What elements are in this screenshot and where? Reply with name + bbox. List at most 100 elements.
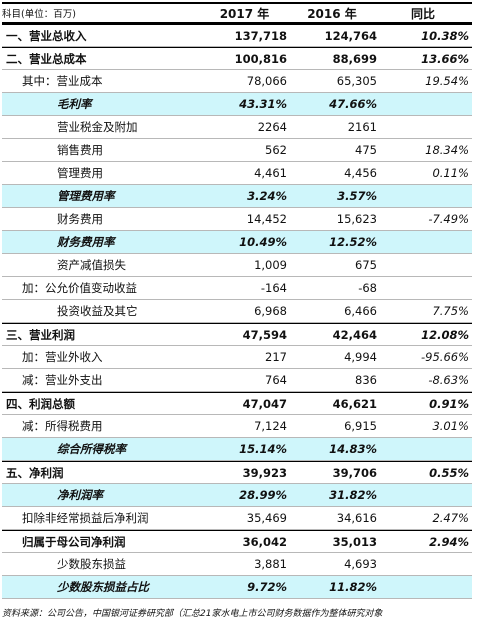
row-label: 其中：营业成本 <box>22 74 103 88</box>
value-cell: 12.08% <box>421 327 469 342</box>
header-cell: 2016 年 <box>307 6 357 21</box>
table-row: 三、营业利润 47,594 42,464 12.08% <box>2 323 472 346</box>
value-cell: 13.66% <box>421 51 469 66</box>
value-cell: 15,623 <box>336 212 377 226</box>
table-row: 加：营业外收入 217 4,994 -95.66% <box>2 346 472 369</box>
value-cell: -164 <box>260 281 287 295</box>
table-row: 减：营业外支出 764 836 -8.63% <box>2 369 472 392</box>
value-cell: 18.34% <box>425 143 469 157</box>
header-cell: 科目(单位：百万) <box>2 9 76 20</box>
value-cell: 124,764 <box>324 28 377 43</box>
value-cell: -95.66% <box>421 350 469 364</box>
table-row: 五、净利润 39,923 39,706 0.55% <box>2 461 472 484</box>
value-cell: 0.55% <box>429 465 469 480</box>
value-cell: 6,968 <box>254 304 287 318</box>
row-label: 扣除非经常损益后净利润 <box>22 511 149 525</box>
row-label: 一、营业总收入 <box>6 28 87 43</box>
row-label: 减：营业外支出 <box>22 373 103 387</box>
row-label: 营业税金及附加 <box>57 120 138 134</box>
row-label: 五、净利润 <box>6 465 64 480</box>
row-label: 销售费用 <box>57 143 103 157</box>
value-cell: 764 <box>265 373 287 387</box>
value-cell: 4,994 <box>344 350 377 364</box>
value-cell: 78,066 <box>246 74 287 88</box>
value-cell: 3.24% <box>247 189 287 203</box>
table-row: 财务费用率 10.49% 12.52% <box>2 231 472 254</box>
header-cell: 同比 <box>410 6 435 21</box>
table-row: 净利润率 28.99% 31.82% <box>2 484 472 507</box>
table-row: 归属于母公司净利润 36,042 35,013 2.94% <box>2 530 472 553</box>
value-cell: 11.82% <box>329 580 377 594</box>
header-row: 科目(单位：百万) 2017 年 2016 年 同比 <box>2 2 472 24</box>
value-cell: 7,124 <box>254 419 287 433</box>
value-cell: 88,699 <box>332 51 377 66</box>
value-cell: 12.52% <box>329 235 377 249</box>
row-label: 少数股东损益 <box>57 557 126 571</box>
value-cell: 35,469 <box>246 511 287 525</box>
table-row: 管理费用率 3.24% 3.57% <box>2 185 472 208</box>
value-cell: 35,013 <box>332 534 377 549</box>
value-cell: 4,456 <box>344 166 377 180</box>
table-row: 资产减值损失 1,009 675 <box>2 254 472 277</box>
income-table: 科目(单位：百万) 2017 年 2016 年 同比 一、营业总收入 137,718 124… <box>2 2 472 599</box>
value-cell: 46,621 <box>332 396 377 411</box>
value-cell: 47.66% <box>329 97 377 111</box>
value-cell: 137,718 <box>234 28 287 43</box>
table-row: 少数股东损益占比 9.72% 11.82% <box>2 576 472 599</box>
row-label: 减：所得税费用 <box>22 419 103 433</box>
value-cell: 34,616 <box>336 511 377 525</box>
value-cell: 6,466 <box>344 304 377 318</box>
row-label: 四、利润总额 <box>6 396 75 411</box>
value-cell: 42,464 <box>332 327 377 342</box>
value-cell: 2.47% <box>432 511 469 525</box>
row-label: 归属于母公司净利润 <box>22 534 126 549</box>
value-cell: 475 <box>355 143 377 157</box>
row-label: 管理费用 <box>57 166 103 180</box>
value-cell: 2.94% <box>429 534 469 549</box>
value-cell: 675 <box>355 258 377 272</box>
value-cell: 1,009 <box>254 258 287 272</box>
value-cell: -68 <box>358 281 377 295</box>
value-cell: 10.38% <box>421 28 469 43</box>
row-label: 资产减值损失 <box>57 258 126 272</box>
value-cell: 0.91% <box>429 396 469 411</box>
value-cell: 3,881 <box>254 557 287 571</box>
value-cell: 9.72% <box>247 580 287 594</box>
value-cell: 19.54% <box>425 74 469 88</box>
value-cell: 2264 <box>257 120 287 134</box>
value-cell: 3.57% <box>337 189 377 203</box>
table-row: 综合所得税率 15.14% 14.83% <box>2 438 472 461</box>
value-cell: 65,305 <box>336 74 377 88</box>
value-cell: -7.49% <box>428 212 469 226</box>
table-row: 扣除非经常损益后净利润 35,469 34,616 2.47% <box>2 507 472 530</box>
value-cell: 4,693 <box>344 557 377 571</box>
table-row: 其中：营业成本 78,066 65,305 19.54% <box>2 70 472 93</box>
table-row: 四、利润总额 47,047 46,621 0.91% <box>2 392 472 415</box>
row-label: 二、营业总成本 <box>6 51 87 66</box>
value-cell: 562 <box>265 143 287 157</box>
table-row: 二、营业总成本 100,816 88,699 13.66% <box>2 47 472 70</box>
value-cell: 43.31% <box>239 97 287 111</box>
table-row: 毛利率 43.31% 47.66% <box>2 93 472 116</box>
value-cell: 4,461 <box>254 166 287 180</box>
table-row: 投资收益及其它 6,968 6,466 7.75% <box>2 300 472 323</box>
row-label: 加：营业外收入 <box>22 350 103 364</box>
value-cell: 36,042 <box>242 534 287 549</box>
value-cell: 836 <box>355 373 377 387</box>
value-cell: 39,706 <box>332 465 377 480</box>
value-cell: -8.63% <box>428 373 469 387</box>
table-row: 加：公允价值变动收益 -164 -68 <box>2 277 472 300</box>
row-label: 投资收益及其它 <box>57 304 138 318</box>
value-cell: 6,915 <box>344 419 377 433</box>
value-cell: 31.82% <box>329 488 377 502</box>
row-label: 加：公允价值变动收益 <box>22 281 137 295</box>
source-note: 资料来源：公司公告，中国银河证券研究部（汇总21家水电上市公司财务数据作为整体研… <box>2 609 383 619</box>
row-label: 毛利率 <box>57 97 92 111</box>
value-cell: 217 <box>265 350 287 364</box>
table-row: 减：所得税费用 7,124 6,915 3.01% <box>2 415 472 438</box>
table-row: 财务费用 14,452 15,623 -7.49% <box>2 208 472 231</box>
row-label: 三、营业利润 <box>6 327 75 342</box>
value-cell: 47,047 <box>242 396 287 411</box>
table-row: 一、营业总收入 137,718 124,764 10.38% <box>2 24 472 47</box>
